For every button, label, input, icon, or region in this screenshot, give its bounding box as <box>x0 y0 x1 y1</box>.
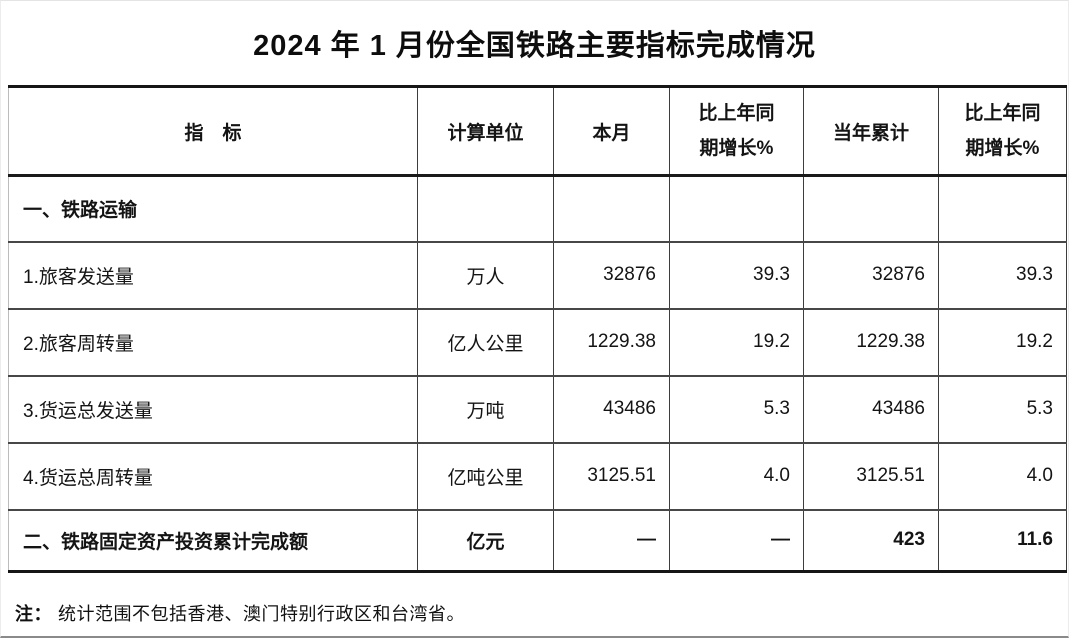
cell-month: 43486 <box>553 374 670 443</box>
cell-unit: 万吨 <box>417 374 554 443</box>
cell-unit: 亿人公里 <box>417 307 554 376</box>
header-ytd: 当年累计 <box>803 86 939 177</box>
cell-unit: 亿吨公里 <box>417 441 554 510</box>
header-month-growth-label: 比上年同期增长% <box>698 102 775 159</box>
cell-month-growth: 4.0 <box>669 441 804 510</box>
cell-ytd-growth: 19.2 <box>938 307 1067 376</box>
cell-unit: 万人 <box>417 240 554 309</box>
page-title: 2024 年 1 月份全国铁路主要指标完成情况 <box>253 30 816 62</box>
cell-month: — <box>553 508 670 572</box>
header-row: 指 标 计算单位 本月 比上年同期增长% 当年累计 比上年同期增长% <box>8 86 1067 177</box>
header-ytd-growth-label: 比上年同期增长% <box>964 102 1041 159</box>
cell-ytd <box>803 175 939 242</box>
header-month-growth: 比上年同期增长% <box>669 86 804 177</box>
cell-ytd: 3125.51 <box>803 441 939 510</box>
cell-ytd: 423 <box>803 508 939 572</box>
cell-month-growth: 19.2 <box>669 307 804 376</box>
table-row-freight-volume: 3.货运总发送量 万吨 43486 5.3 43486 5.3 <box>8 374 1067 443</box>
cell-unit <box>417 175 554 242</box>
cell-month: 1229.38 <box>553 307 670 376</box>
cell-month <box>553 175 670 242</box>
cell-indicator: 2.旅客周转量 <box>8 307 418 376</box>
cell-month-growth: 5.3 <box>669 374 804 443</box>
railway-indicators-table: 指 标 计算单位 本月 比上年同期增长% 当年累计 比上年同期增长% 一、铁路运… <box>8 85 1067 573</box>
footnote-prefix: 注： <box>15 604 52 624</box>
footnote-text: 统计范围不包括香港、澳门特别行政区和台湾省。 <box>58 604 465 624</box>
header-month: 本月 <box>553 86 670 177</box>
cell-ytd: 32876 <box>803 240 939 309</box>
cell-month: 32876 <box>553 240 670 309</box>
title-bar: 2024 年 1 月份全国铁路主要指标完成情况 <box>1 1 1068 85</box>
cell-indicator: 一、铁路运输 <box>23 200 138 222</box>
cell-unit: 亿元 <box>417 508 554 572</box>
header-indicator: 指 标 <box>8 86 418 177</box>
cell-indicator: 4.货运总周转量 <box>8 441 418 510</box>
cell-month-growth: 39.3 <box>669 240 804 309</box>
header-unit: 计算单位 <box>417 86 554 177</box>
cell-ytd: 1229.38 <box>803 307 939 376</box>
table-row-passenger-volume: 1.旅客发送量 万人 32876 39.3 32876 39.3 <box>8 240 1067 309</box>
footnote: 注： 统计范围不包括香港、澳门特别行政区和台湾省。 <box>15 600 1068 626</box>
cell-ytd-growth: 11.6 <box>938 508 1067 572</box>
header-ytd-growth: 比上年同期增长% <box>938 86 1067 177</box>
cell-month-growth: — <box>669 508 804 572</box>
cell-ytd-growth: 39.3 <box>938 240 1067 309</box>
cell-ytd-growth: 5.3 <box>938 374 1067 443</box>
cell-month-growth <box>669 175 804 242</box>
cell-month: 3125.51 <box>553 441 670 510</box>
table-row-freight-turnover: 4.货运总周转量 亿吨公里 3125.51 4.0 3125.51 4.0 <box>8 441 1067 510</box>
table-row-section-rail-transport: 一、铁路运输 <box>9 175 1067 242</box>
table-row-fixed-asset-investment: 二、铁路固定资产投资累计完成额 亿元 — — 423 11.6 <box>8 508 1067 572</box>
table-row-passenger-turnover: 2.旅客周转量 亿人公里 1229.38 19.2 1229.38 19.2 <box>8 307 1067 376</box>
cell-ytd-growth: 4.0 <box>938 441 1067 510</box>
cell-ytd-growth <box>938 175 1067 242</box>
cell-indicator: 1.旅客发送量 <box>8 240 418 309</box>
cell-indicator: 二、铁路固定资产投资累计完成额 <box>8 508 418 572</box>
cell-ytd: 43486 <box>803 374 939 443</box>
cell-indicator: 3.货运总发送量 <box>8 374 418 443</box>
